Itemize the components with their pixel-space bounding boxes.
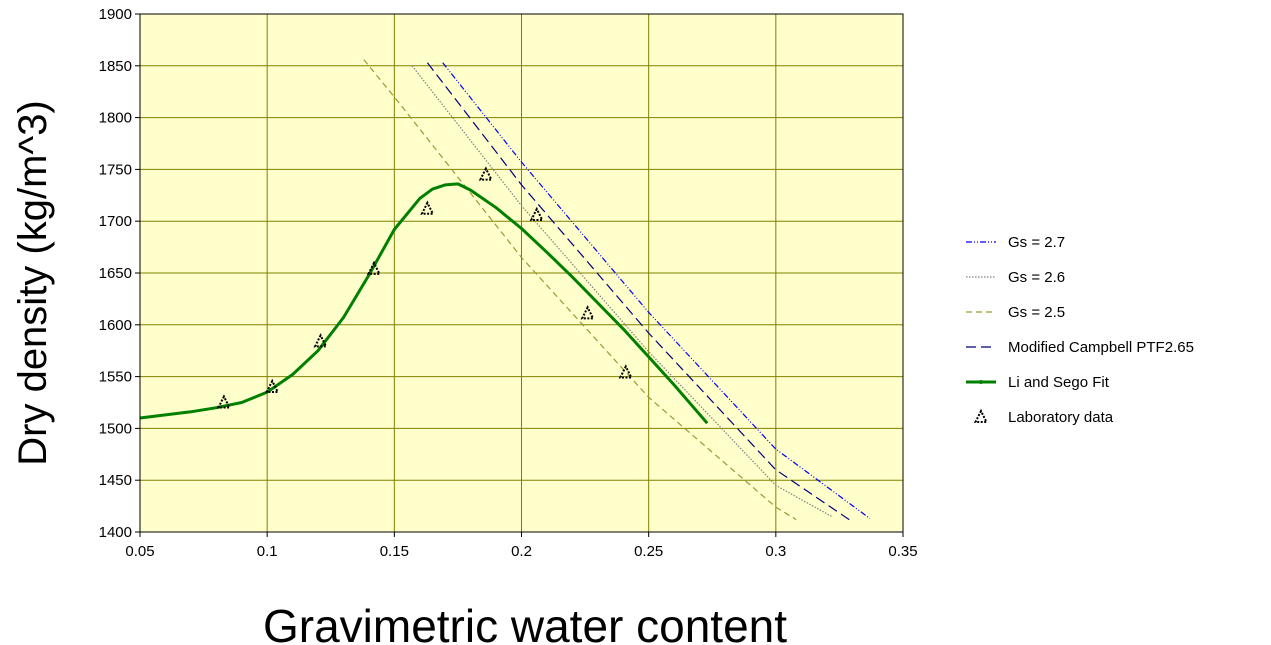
lab-data-point bbox=[618, 364, 633, 379]
lab-data-point bbox=[313, 333, 328, 348]
y-tick-label: 1400 bbox=[99, 524, 132, 541]
legend: Gs = 2.7 Gs = 2.6 Gs = 2.5 Modified Campbel… bbox=[966, 234, 1194, 426]
lab-data-point bbox=[580, 305, 595, 320]
x-tick-label: 0.25 bbox=[634, 543, 663, 560]
y-tick-labels: 1400 1450 1500 1550 1600 1650 1700 1750 1800 1850… bbox=[99, 6, 132, 541]
lab-data-point bbox=[216, 394, 232, 409]
y-tick-label: 1650 bbox=[99, 265, 132, 282]
plot-border bbox=[139, 13, 904, 533]
legend-label: Gs = 2.6 bbox=[1008, 269, 1065, 286]
legend-marker bbox=[973, 408, 989, 423]
x-tick-label: 0.1 bbox=[257, 543, 278, 560]
legend-label: Modified Campbell PTF2.65 bbox=[1008, 339, 1194, 356]
series-line-modified-campbell-ptf2-65 bbox=[426, 62, 853, 523]
lab-markers bbox=[216, 166, 633, 409]
x-axis-title: Gravimetric water content bbox=[263, 600, 787, 645]
legend-swatch-dot bbox=[979, 380, 983, 384]
legend-label: Gs = 2.7 bbox=[1008, 234, 1065, 251]
y-tick-label: 1550 bbox=[99, 369, 132, 386]
y-tick-label: 1500 bbox=[99, 420, 132, 437]
y-axis-title: Dry density (kg/m^3) bbox=[11, 100, 55, 466]
y-tick-label: 1600 bbox=[99, 317, 132, 334]
y-tick-label: 1700 bbox=[99, 213, 132, 230]
series-line-gs-2-6 bbox=[411, 65, 833, 518]
x-tick-label: 0.2 bbox=[511, 543, 532, 560]
lab-data-point bbox=[265, 378, 280, 393]
lab-data-point bbox=[478, 166, 494, 181]
y-tick-label: 1450 bbox=[99, 472, 132, 489]
series-line-gs-2-5 bbox=[363, 59, 797, 521]
lab-data-point bbox=[420, 200, 435, 215]
legend-label: Li and Sego Fit bbox=[1008, 374, 1110, 391]
y-tick-label: 1750 bbox=[99, 161, 132, 178]
series-line-gs-2-7 bbox=[442, 62, 871, 519]
x-tick-label: 0.35 bbox=[888, 543, 917, 560]
legend-label: Gs = 2.5 bbox=[1008, 304, 1065, 321]
x-tick-label: 0.3 bbox=[765, 543, 786, 560]
y-tick-label: 1800 bbox=[99, 110, 132, 127]
x-tick-label: 0.05 bbox=[125, 543, 154, 560]
x-tick-label: 0.15 bbox=[380, 543, 409, 560]
series-line-li-and-sego-fit bbox=[139, 182, 709, 425]
legend-label: Laboratory data bbox=[1008, 409, 1114, 426]
y-tick-label: 1850 bbox=[99, 58, 132, 75]
x-tick-labels: 0.05 0.1 0.15 0.2 0.25 0.3 0.35 bbox=[125, 543, 917, 560]
lab-data-point bbox=[529, 206, 544, 221]
lab-data-point bbox=[366, 260, 382, 275]
series-lines bbox=[139, 59, 871, 523]
y-tick-label: 1900 bbox=[99, 6, 132, 23]
